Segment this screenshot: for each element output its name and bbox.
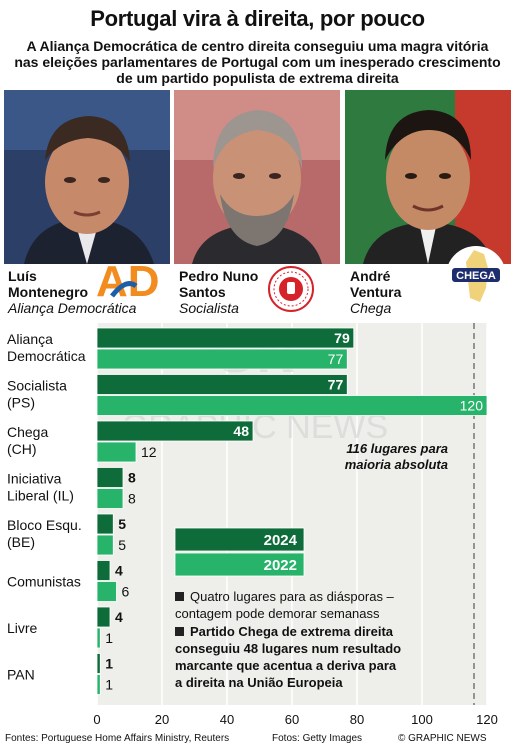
annotation-text: Quatro lugares para as diásporas –	[190, 589, 395, 604]
annotation-bullet	[175, 592, 184, 601]
value-label-2022: 8	[128, 491, 136, 507]
value-label-2024: 79	[334, 330, 350, 346]
bar-2024	[96, 513, 114, 535]
leader-last-name: Montenegro	[8, 284, 89, 300]
category-label: (CH)	[7, 441, 37, 457]
value-label-2024: 4	[115, 563, 123, 579]
legend-swatch	[174, 527, 305, 552]
bar-2024	[96, 327, 355, 349]
x-tick-label: 80	[350, 712, 364, 727]
leader-party: Aliança Democrática	[8, 300, 137, 316]
sources-note: Fontes: Portuguese Home Affairs Ministry…	[5, 733, 230, 744]
legend-label: 2022	[264, 557, 297, 574]
leader-last-name: Santos	[179, 284, 226, 300]
subtitle-line: A Aliança Democrática de centro direita …	[26, 38, 489, 54]
value-label-2024: 48	[233, 423, 249, 439]
ps-logo	[268, 266, 314, 317]
x-tick-label: 40	[220, 712, 234, 727]
value-label-2022: 12	[141, 444, 157, 460]
leader-last-name: Ventura	[350, 284, 402, 300]
majority-label: maioria absoluta	[345, 457, 448, 472]
photo-ventura	[345, 90, 511, 264]
photo-santos	[174, 90, 340, 264]
subtitle-line: nas eleições parlamentares de Portugal c…	[14, 54, 501, 70]
value-label-2024: 1	[105, 656, 113, 672]
majority-label: 116 lugares para	[346, 441, 448, 456]
value-label-2024: 5	[118, 516, 126, 532]
category-label: Aliança	[7, 331, 53, 347]
category-label: Iniciativa	[7, 471, 62, 487]
leader-party: Socialista	[179, 300, 239, 316]
leader-santos: Pedro Nuno Santos Socialista	[179, 268, 258, 316]
category-label: Liberal (IL)	[7, 488, 74, 504]
category-label: Livre	[7, 620, 38, 636]
bar-2024	[96, 374, 348, 395]
leader-first-name: Pedro Nuno	[179, 268, 259, 284]
bar-2022	[96, 581, 117, 602]
x-tick-label: 120	[476, 712, 498, 727]
annotation-text: a direita na União Europeia	[175, 675, 343, 690]
leader-montenegro: Luís Montenegro Aliança Democrática	[8, 268, 136, 316]
bar-2022	[96, 348, 348, 370]
leader-party: Chega	[350, 300, 392, 316]
annotation-bullet	[175, 627, 184, 636]
leader-ventura: André Ventura Chega	[350, 268, 401, 316]
leader-first-name: Luís	[8, 268, 37, 284]
bar-2022	[96, 488, 124, 509]
legend-label: 2024	[264, 532, 298, 549]
bar-2022	[96, 674, 101, 695]
category-label: Chega	[7, 424, 48, 440]
value-label-2024: 4	[115, 609, 123, 625]
ad-logo: AD	[96, 256, 168, 306]
value-label-2022: 120	[460, 398, 484, 414]
bar-2022	[96, 534, 114, 556]
copyright: © GRAPHIC NEWS	[398, 733, 487, 744]
category-label: Bloco Esqu.	[7, 517, 82, 533]
x-tick-label: 100	[411, 712, 433, 727]
photo-credit: Fotos: Getty Images	[272, 733, 363, 744]
category-label: Comunistas	[7, 574, 81, 590]
leader-first-name: André	[350, 268, 391, 284]
value-label-2022: 1	[105, 630, 113, 646]
value-label-2022: 1	[105, 677, 113, 693]
chega-logo: CHEGA	[444, 244, 508, 313]
bar-2024	[96, 653, 101, 674]
annotation-text: marcante que acentua a deriva para	[175, 658, 397, 673]
bar-2024	[96, 467, 124, 488]
annotation-text: contagem pode demorar semanass	[175, 606, 380, 621]
bar-2022	[96, 441, 137, 463]
value-label-2022: 5	[118, 537, 126, 553]
svg-text:AD: AD	[96, 257, 160, 300]
x-tick-label: 0	[93, 712, 100, 727]
value-label-2024: 8	[128, 470, 136, 486]
category-label: Socialista	[7, 378, 67, 394]
bar-2024	[96, 560, 111, 581]
bar-2024	[96, 606, 111, 628]
bar-2024	[96, 420, 254, 442]
bar-2022	[96, 395, 488, 416]
value-label-2024: 77	[328, 377, 344, 393]
chart-title: Portugal vira à direita, por pouco	[90, 6, 425, 31]
value-label-2022: 6	[122, 584, 130, 600]
annotation-text: Partido Chega de extrema direita	[190, 624, 394, 639]
photo-montenegro	[4, 90, 170, 264]
svg-text:CHEGA: CHEGA	[456, 270, 496, 282]
subtitle-line: de um partido populista de extrema direi…	[116, 70, 399, 86]
annotation-text: conseguiu 48 lugares num resultado	[175, 641, 401, 656]
x-tick-label: 20	[155, 712, 169, 727]
category-label: PAN	[7, 667, 35, 683]
category-label: Democrática	[7, 348, 86, 364]
value-label-2022: 77	[328, 351, 344, 367]
category-label: (BE)	[7, 534, 35, 550]
legend-swatch	[174, 552, 305, 577]
bar-2022	[96, 627, 101, 649]
category-label: (PS)	[7, 395, 35, 411]
x-tick-label: 60	[285, 712, 299, 727]
chart-subtitle: A Aliança Democrática de centro direita …	[10, 38, 505, 86]
